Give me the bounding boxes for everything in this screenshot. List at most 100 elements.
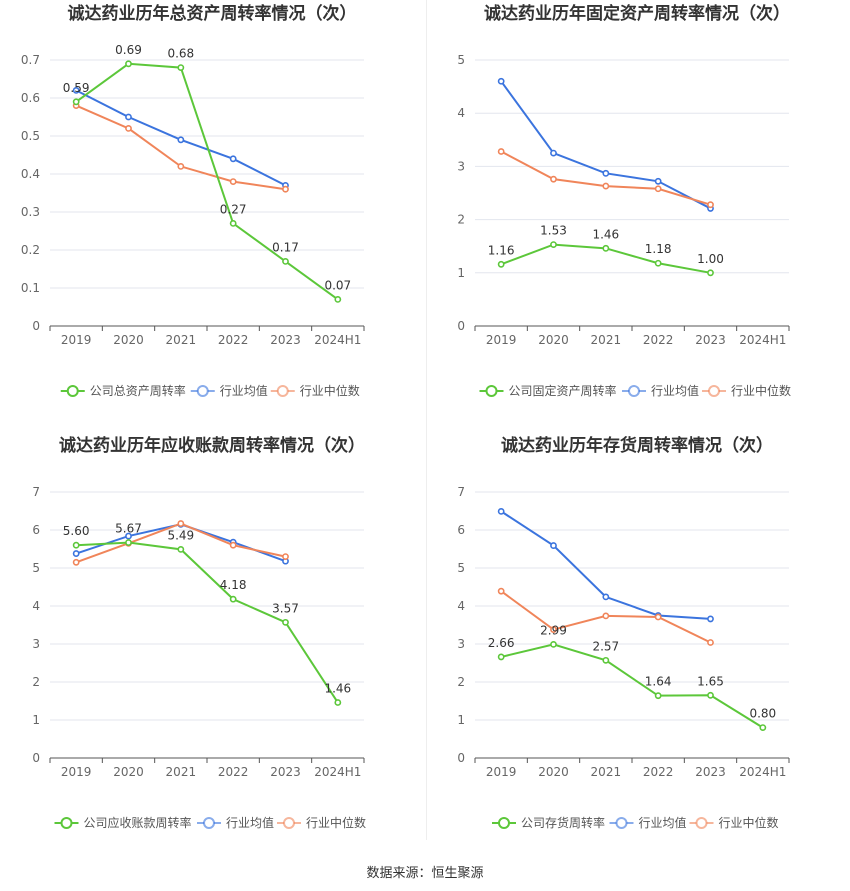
data-point-avg (72, 550, 80, 557)
legend-marker (615, 817, 628, 829)
y-tick-label: 4 (32, 599, 40, 613)
data-point-company (654, 692, 662, 700)
data-point-company (759, 724, 767, 731)
legend-marker (60, 817, 73, 829)
data-label: 0.59 (63, 81, 90, 95)
data-point-company (72, 98, 80, 106)
legend-item-median[interactable]: 行业中位数 (270, 383, 360, 398)
chart-total-asset-turnover: 诚达药业历年总资产周转率情况（次） 0 0.1 0.2 0.3 0.4 0.5 0.6 0.7 2… (21, 3, 365, 398)
y-tick-label: 6 (32, 523, 40, 537)
y-tick-label: 4 (457, 106, 465, 120)
y-tick-label: 0.4 (21, 167, 40, 181)
y-tick-label: 1 (32, 713, 40, 727)
data-point-median (229, 178, 237, 185)
x-tick-label: 2021 (166, 765, 197, 779)
data-label: 2.57 (592, 639, 619, 653)
data-point-avg (602, 593, 610, 601)
x-tick-label: 2024H1 (314, 765, 361, 779)
data-point-avg (177, 136, 185, 144)
legend-item-avg[interactable]: 行业均值 (622, 383, 699, 398)
y-tick-label: 7 (457, 485, 465, 499)
y-tick-label: 1 (457, 266, 465, 280)
legend-item-median[interactable]: 行业中位数 (689, 815, 779, 830)
x-tick-label: 2023 (695, 765, 726, 779)
chart-panel-receivable-turnover: 诚达药业历年应收账款周转率情况（次） 0 1 2 3 4 5 6 7 2019 2020 2021 20… (0, 432, 425, 864)
data-point-company (177, 545, 185, 553)
y-tick-label: 5 (457, 561, 465, 575)
chart-legend: 公司应收账款周转率 行业均值 行业中位数 (54, 815, 366, 830)
x-tick-label: 2020 (113, 333, 144, 347)
data-point-company (282, 618, 289, 626)
data-point-company (334, 699, 342, 706)
y-tick-label: 0.6 (21, 91, 40, 105)
y-tick-label: 0 (32, 319, 40, 333)
data-point-company (497, 653, 505, 661)
data-point-avg (125, 113, 132, 121)
data-point-median (602, 612, 610, 620)
legend-item-avg[interactable]: 行业均值 (197, 815, 274, 830)
chart-legend: 公司总资产周转率 行业均值 行业中位数 (60, 383, 360, 398)
data-point-company (602, 656, 610, 664)
data-point-company (125, 539, 132, 546)
legend-item-median[interactable]: 行业中位数 (277, 815, 366, 830)
legend-item-company[interactable]: 公司总资产周转率 (60, 383, 186, 398)
data-point-median (550, 175, 557, 183)
data-point-avg (497, 77, 505, 85)
data-label: 1.64 (645, 675, 672, 689)
data-label: 1.46 (324, 682, 351, 696)
y-tick-label: 2 (457, 675, 465, 689)
chart-legend: 公司存货周转率 行业均值 行业中位数 (492, 815, 779, 830)
data-label: 5.67 (115, 522, 142, 536)
data-point-avg (229, 155, 237, 163)
data-point-avg (707, 615, 714, 623)
data-label: 0.80 (749, 707, 776, 721)
y-tick-label: 0 (32, 751, 40, 765)
data-label: 2.99 (540, 623, 567, 637)
data-label: 1.65 (697, 674, 724, 688)
x-tick-label: 2024H1 (739, 333, 786, 347)
data-point-company (654, 259, 662, 267)
x-tick-label: 2019 (486, 765, 517, 779)
legend-label: 行业中位数 (731, 383, 791, 398)
y-tick-label: 1 (457, 713, 465, 727)
x-tick-label: 2019 (61, 333, 92, 347)
chart-title: 诚达药业历年应收账款周转率情况（次） (59, 435, 365, 456)
chart-title: 诚达药业历年总资产周转率情况（次） (68, 3, 357, 24)
y-tick-label: 2 (457, 213, 465, 227)
x-tick-label: 2023 (695, 333, 726, 347)
legend-item-avg[interactable]: 行业均值 (609, 815, 687, 830)
data-point-median (707, 639, 714, 646)
data-label: 1.00 (697, 252, 724, 266)
legend-item-company[interactable]: 公司固定资产周转率 (479, 383, 617, 398)
x-tick-label: 2020 (538, 765, 569, 779)
x-tick-label: 2019 (61, 765, 92, 779)
x-tick-label: 2022 (643, 765, 674, 779)
data-point-company (707, 269, 714, 277)
y-tick-label: 0.1 (21, 281, 40, 295)
chart-panel-fixed-asset-turnover: 诚达药业历年固定资产周转率情况（次） 0 1 2 3 4 5 2019 2020 2021 2022… (425, 0, 850, 432)
legend-item-median[interactable]: 行业中位数 (702, 383, 791, 398)
data-point-company (334, 295, 342, 303)
legend-label: 公司固定资产周转率 (509, 383, 617, 398)
y-tick-label: 5 (32, 561, 40, 575)
legend-marker (276, 385, 289, 397)
x-tick-label: 2020 (113, 765, 144, 779)
chart-receivable-turnover: 诚达药业历年应收账款周转率情况（次） 0 1 2 3 4 5 6 7 2019 2020 2021 20… (32, 435, 366, 830)
legend-marker (628, 385, 640, 397)
series-line-company (76, 541, 339, 704)
data-point-company (229, 219, 237, 227)
legend-marker (485, 385, 498, 397)
legend-marker (66, 385, 79, 397)
data-point-median (497, 148, 505, 155)
legend-item-avg[interactable]: 行业均值 (190, 383, 268, 398)
data-label: 0.69 (115, 43, 142, 57)
legend-item-company[interactable]: 公司应收账款周转率 (54, 815, 192, 830)
data-label: 0.27 (220, 202, 247, 216)
series-line-avg (500, 510, 711, 620)
legend-item-company[interactable]: 公司存货周转率 (492, 815, 605, 830)
data-label: 0.07 (324, 278, 351, 292)
chart-legend: 公司固定资产周转率 行业均值 行业中位数 (479, 383, 791, 398)
data-point-avg (497, 507, 505, 515)
x-tick-label: 2022 (643, 333, 674, 347)
legend-marker (695, 817, 708, 829)
